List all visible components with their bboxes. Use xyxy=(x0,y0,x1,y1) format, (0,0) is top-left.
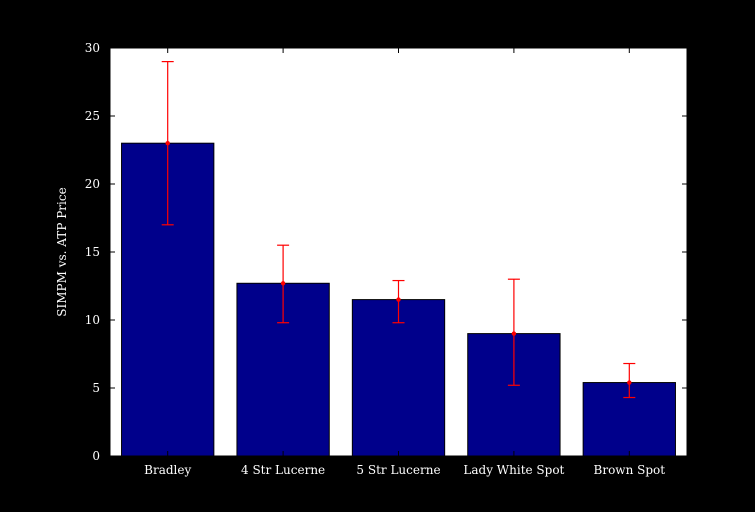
y-tick-label-2: 10 xyxy=(85,313,100,327)
x-tick-label-0: Bradley xyxy=(144,463,191,477)
bar-2 xyxy=(351,299,446,457)
x-tick-label-3: Lady White Spot xyxy=(463,463,564,477)
y-tick-labels: 0 5 10 15 20 25 30 xyxy=(85,41,100,463)
y-tick-label-6: 30 xyxy=(85,41,100,55)
mean-marker-1 xyxy=(280,281,286,286)
y-axis-label: SIMPM vs. ATP Price xyxy=(55,187,69,316)
y-tick-label-0: 0 xyxy=(92,449,100,463)
mean-marker-0 xyxy=(165,141,170,146)
error-bars-layer xyxy=(161,60,636,399)
x-tick-labels: Bradley 4 Str Lucerne 5 Str Lucerne Lady Wh… xyxy=(144,463,665,477)
x-tick-label-4: Brown Spot xyxy=(594,463,666,477)
mean-marker-4 xyxy=(627,380,632,385)
y-tick-label-5: 25 xyxy=(85,109,100,123)
y-tick-label-4: 20 xyxy=(85,177,100,191)
axis-ticks-layer xyxy=(109,47,688,457)
y-tick-label-3: 15 xyxy=(85,245,100,259)
x-tick-label-2: 5 Str Lucerne xyxy=(356,463,440,477)
plot-border xyxy=(109,47,688,457)
y-tick-label-1: 5 xyxy=(92,381,100,395)
mean-marker-2 xyxy=(396,297,401,302)
mean-marker-3 xyxy=(511,331,517,336)
x-tick-label-1: 4 Str Lucerne xyxy=(241,463,325,477)
